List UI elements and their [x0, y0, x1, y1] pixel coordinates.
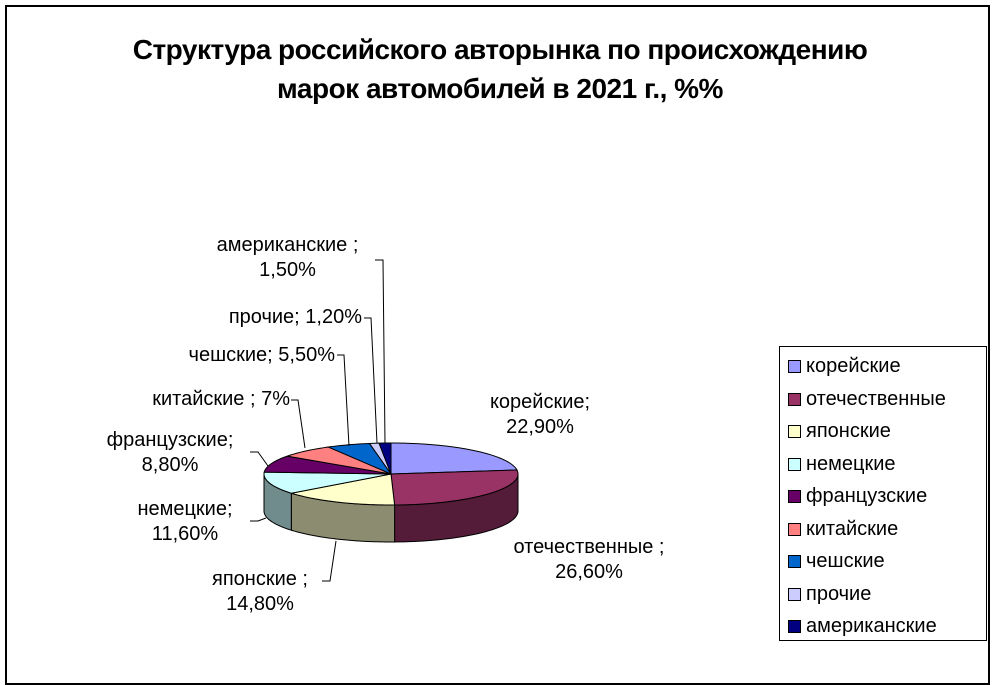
data-label-american-name: американские ; [216, 234, 359, 256]
legend-label: корейские [806, 354, 901, 377]
leader-line-french [250, 451, 269, 467]
legend-item-french: французские [788, 484, 927, 508]
data-label-japanese-name: японские ; [212, 568, 308, 590]
data-label-german-name: немецкие; [137, 498, 233, 520]
legend-item-czech: чешские [788, 549, 885, 573]
legend-label: французские [806, 484, 928, 507]
data-label-czech: чешские; 5,50% [150, 343, 335, 368]
chart-title: Структура российского авторынка по проис… [0, 30, 1000, 108]
pie-slice-американские [378, 442, 392, 475]
data-label-japanese-value: 14,80% [226, 593, 294, 615]
pie-slice-французские [263, 455, 392, 475]
legend-swatch-icon [788, 587, 801, 601]
legend-swatch-icon [788, 424, 801, 438]
legend-item-chinese: китайские [788, 517, 898, 541]
data-label-american-value: 1,50% [259, 259, 316, 281]
data-label-french-value: 8,80% [141, 454, 199, 476]
data-label-korean: корейские; 22,90% [470, 390, 610, 440]
leader-line-american [375, 259, 386, 444]
chart-title-line2: марок автомобилей в 2021 г., %% [277, 73, 723, 104]
legend-item-domestic: отечественные [788, 387, 946, 411]
data-label-chinese: китайские ; 7% [112, 387, 290, 412]
legend-item-american: американские [788, 614, 937, 638]
pie-slice-японские [291, 473, 396, 506]
data-label-french-name: французские; [106, 429, 234, 451]
pie-slice-корейские [390, 442, 518, 475]
legend-item-german: немецкие [788, 452, 896, 476]
data-label-domestic-name: отечественные ; [513, 536, 665, 558]
pie-slice-чешские [326, 442, 393, 476]
data-label-german: немецкие; 11,60% [120, 497, 250, 547]
legend-item-korean: корейские [788, 354, 901, 378]
pie-slice-отечественные [390, 469, 519, 506]
legend-swatch-icon [788, 522, 801, 536]
legend-label: американские [806, 614, 937, 637]
data-label-german-value: 11,60% [151, 523, 219, 545]
leader-line-other [364, 317, 378, 444]
legend-label: прочие [806, 582, 872, 605]
leader-line-chinese [291, 399, 306, 449]
legend-swatch-icon [788, 457, 801, 471]
legend-swatch-icon [788, 554, 801, 568]
data-label-other-text: прочие; 1,20% [228, 306, 362, 328]
legend-label: немецкие [806, 452, 896, 475]
legend-item-japanese: японские [788, 419, 891, 443]
data-label-korean-value: 22,90% [506, 416, 574, 438]
pie-chart [250, 259, 519, 582]
leader-line-japanese [322, 540, 337, 582]
pie-top [263, 442, 519, 506]
data-label-other: прочие; 1,20% [190, 305, 362, 330]
data-label-korean-name: корейские; [489, 391, 591, 413]
leader-line-czech [337, 354, 350, 447]
legend-item-other: прочие [788, 582, 871, 606]
data-label-domestic: отечественные ; 26,60% [484, 535, 694, 585]
leader-line-german [250, 517, 267, 522]
leader-lines [250, 259, 386, 582]
legend-label: чешские [806, 549, 885, 572]
legend-swatch-icon [788, 619, 801, 633]
legend-label: отечественные [806, 387, 946, 410]
data-label-american: американские ; 1,50% [200, 233, 375, 283]
legend-swatch-icon [788, 359, 801, 373]
legend-swatch-icon [788, 489, 801, 503]
legend-label: китайские [806, 517, 899, 540]
data-label-japanese: японские ; 14,80% [195, 567, 325, 617]
data-label-french: французские; 8,80% [90, 428, 250, 478]
chart-title-line1: Структура российского авторынка по проис… [132, 34, 868, 65]
pie-slice-немецкие [263, 471, 392, 494]
data-label-chinese-text: китайские ; 7% [152, 388, 290, 410]
chart-legend: корейские отечественные японские немецки… [779, 346, 987, 641]
data-label-domestic-value: 26,60% [555, 561, 623, 583]
legend-swatch-icon [788, 392, 801, 406]
data-label-czech-text: чешские; 5,50% [188, 344, 335, 366]
legend-label: японские [806, 419, 891, 442]
pie-slice-китайские [287, 446, 392, 475]
